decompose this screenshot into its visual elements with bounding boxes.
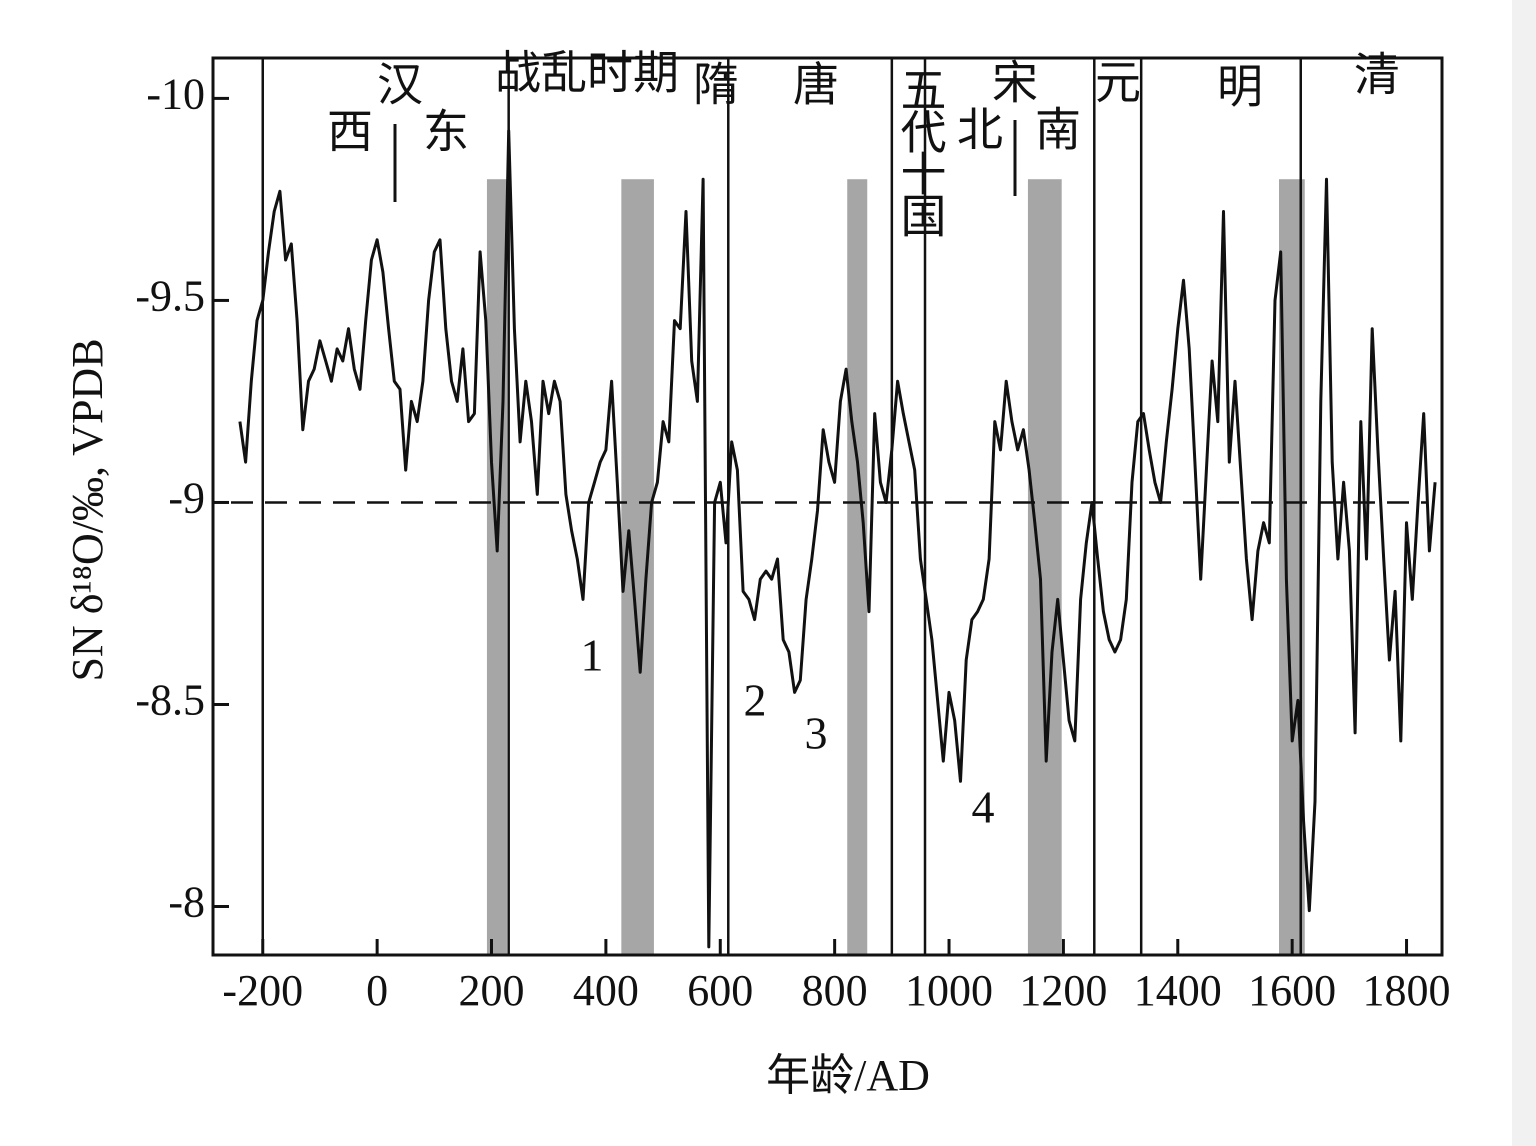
annotation: 4 bbox=[972, 782, 995, 833]
annotation: 1 bbox=[581, 630, 604, 681]
y-axis-label: SN δ¹⁸O/‰, VPDB bbox=[63, 338, 112, 681]
shaded-period bbox=[1027, 179, 1062, 956]
x-tick-label: 0 bbox=[366, 966, 388, 1015]
annotation: 北 bbox=[957, 105, 1003, 156]
x-tick-label: 1600 bbox=[1248, 966, 1336, 1015]
annotation: 汉 bbox=[377, 60, 423, 111]
annotation: 隋 bbox=[693, 60, 739, 111]
data-line bbox=[238, 129, 1437, 949]
y-tick-label: -9.5 bbox=[135, 272, 205, 321]
y-tick-label: -8 bbox=[168, 878, 205, 927]
x-tick-label: 200 bbox=[459, 966, 525, 1015]
annotation: 2 bbox=[744, 675, 767, 726]
annotation: 元 bbox=[1095, 58, 1141, 109]
y-tick-label: -10 bbox=[146, 69, 205, 118]
annotation: 西 bbox=[327, 107, 373, 158]
x-tick-label: -200 bbox=[222, 966, 303, 1015]
annotation: 南 bbox=[1035, 105, 1081, 156]
x-tick-label: 400 bbox=[573, 966, 639, 1015]
x-tick-label: 1800 bbox=[1363, 966, 1451, 1015]
x-tick-label: 1400 bbox=[1134, 966, 1222, 1015]
annotation: 清 bbox=[1354, 50, 1400, 101]
annotation: 明 bbox=[1217, 62, 1263, 113]
annotation: 3 bbox=[805, 708, 828, 759]
shaded-period bbox=[847, 179, 868, 956]
x-axis-label: 年龄/AD bbox=[766, 1051, 930, 1100]
annotation: 宋 bbox=[992, 58, 1038, 109]
plot-frame bbox=[211, 56, 1444, 957]
annotation: 唐 bbox=[793, 60, 839, 111]
y-tick-label: -8.5 bbox=[135, 676, 205, 725]
x-tick-label: 1000 bbox=[905, 966, 993, 1015]
shaded-period bbox=[486, 179, 507, 956]
x-tick-label: 1200 bbox=[1019, 966, 1107, 1015]
x-tick-label: 800 bbox=[802, 966, 868, 1015]
plot-area bbox=[231, 58, 1437, 956]
y-tick-label: -9 bbox=[168, 474, 205, 523]
x-tick-label: 600 bbox=[687, 966, 753, 1015]
edge-strip bbox=[1512, 0, 1536, 1146]
annotation: 战乱时期 bbox=[495, 48, 679, 99]
annotation: 五代十国 bbox=[894, 66, 946, 237]
annotation: 东 bbox=[423, 107, 469, 158]
